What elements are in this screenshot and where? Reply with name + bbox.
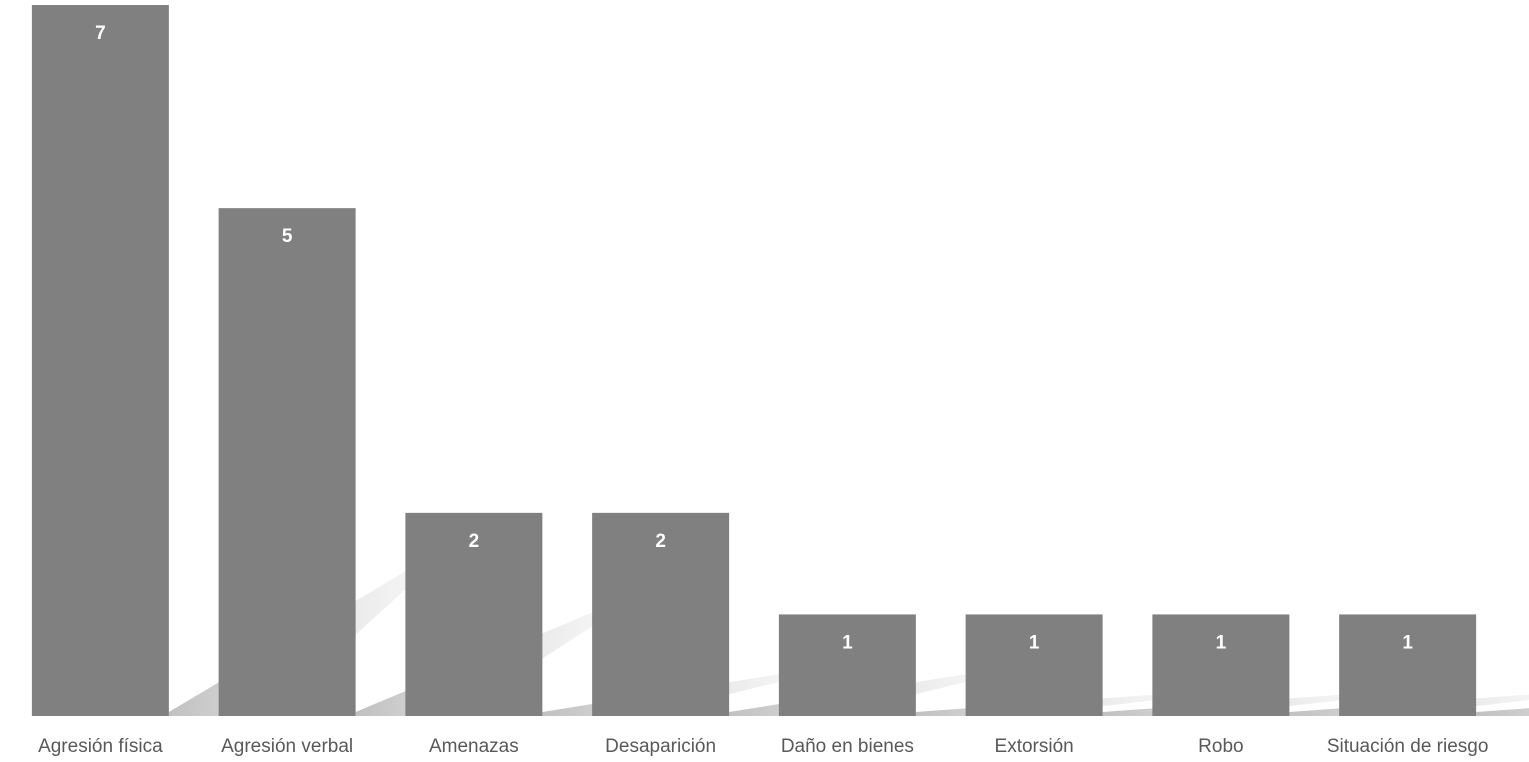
data-label: 1	[1029, 632, 1040, 653]
data-label: 1	[1216, 632, 1227, 653]
data-label: 5	[282, 226, 293, 247]
data-label: 7	[95, 23, 106, 44]
bar	[405, 512, 543, 716]
category-tick-label: Daño en bienes	[781, 736, 914, 757]
value-labels: 7 5 2 2 1 1 1 1	[95, 23, 1413, 653]
bar-shadow	[1476, 708, 1529, 716]
category-tick-label: Agresión verbal	[221, 736, 353, 757]
category-tick-label: Extorsión	[995, 736, 1074, 757]
data-label: 1	[1402, 632, 1413, 653]
data-label: 1	[842, 632, 853, 653]
category-tick-label: Situación de riesgo	[1327, 736, 1489, 757]
data-label: 2	[655, 531, 666, 552]
category-tick-label: Agresión física	[38, 736, 163, 757]
data-label: 2	[469, 531, 480, 552]
category-labels: Agresión física Agresión verbal Amenazas De…	[38, 736, 1488, 757]
category-tick-label: Amenazas	[429, 736, 519, 757]
bar	[31, 5, 169, 716]
bar	[1339, 614, 1477, 716]
bar	[1152, 614, 1290, 716]
category-tick-label: Desaparición	[605, 736, 716, 757]
bar	[592, 512, 730, 716]
bar	[965, 614, 1103, 716]
bar	[778, 614, 916, 716]
bars	[31, 5, 1477, 716]
bar	[218, 208, 356, 716]
category-tick-label: Robo	[1198, 736, 1243, 757]
